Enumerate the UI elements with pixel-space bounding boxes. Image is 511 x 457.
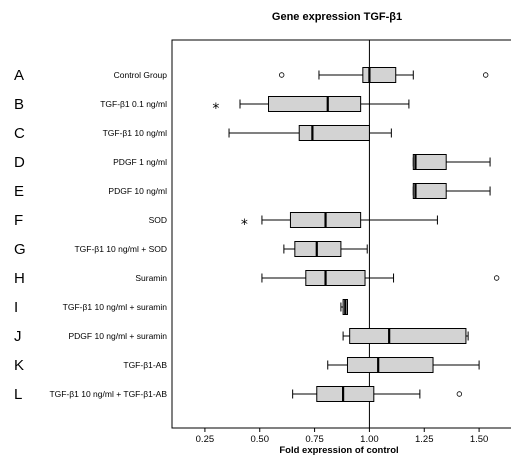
chart-title: Gene expression TGF-β1 [272,11,402,23]
iqr-box [362,67,397,83]
iqr-box [316,386,375,402]
iqr-box [349,328,467,344]
row-label: Control Group [114,70,168,80]
row-label: TGF-β1 10 ng/ml + suramin [63,302,168,312]
box-row: L TGF-β1 10 ng/ml + TGF-β1-AB [14,386,463,403]
row-letter: C [14,125,25,142]
row-letter: G [14,241,26,258]
box-row: F SOD * [14,212,438,233]
x-axis: 0.25 0.50 0.75 1.00 1.25 1.50 [196,428,489,445]
row-letter: E [14,183,24,200]
row-letter: K [14,357,24,374]
iqr-box [305,270,366,286]
row-letter: A [14,67,24,84]
outlier-point [278,72,285,78]
box-row: J PDGF 10 ng/ml + suramin [14,328,469,345]
iqr-box [346,357,434,373]
box-rows: A Control Group B TGF-β1 0.1 ng/ml * C TGF-β1 … [14,67,500,403]
x-tick-label: 0.25 [196,434,215,445]
box-row: C TGF-β1 10 ng/ml [14,125,392,142]
x-tick-label: 1.00 [360,434,379,445]
outlier-point [482,72,489,78]
outlier-point [456,391,463,397]
box-row: G TGF-β1 10 ng/ml + SOD [14,241,368,258]
iqr-box [298,125,370,141]
iqr-box [412,183,447,199]
x-tick-label: 1.50 [470,434,489,445]
row-label: TGF-β1 10 ng/ml + TGF-β1-AB [49,389,167,399]
outlier-point [493,275,500,281]
row-letter: B [14,96,24,113]
row-letter: H [14,270,25,287]
row-label: PDGF 10 ng/ml [108,186,167,196]
extreme-point: * [241,217,248,233]
x-tick-label: 0.75 [305,434,324,445]
row-label: PDGF 10 ng/ml + suramin [69,331,168,341]
box-row: K TGF-β1-AB [14,357,480,374]
x-axis-title: Fold expression of control [279,445,398,456]
row-letter: F [14,212,23,229]
row-label: TGF-β1 0.1 ng/ml [100,99,167,109]
box-row: D PDGF 1 ng/ml [14,154,491,171]
row-label: TGF-β1 10 ng/ml [103,128,168,138]
x-tick-label: 0.50 [250,434,269,445]
row-label: SOD [149,215,167,225]
row-label: PDGF 1 ng/ml [113,157,167,167]
extreme-point: * [212,101,219,117]
box-row: I TGF-β1 10 ng/ml + suramin [14,299,348,316]
row-label: Suramin [135,273,167,283]
row-label: TGF-β1 10 ng/ml + SOD [74,244,167,254]
row-label: TGF-β1-AB [123,360,167,370]
row-letter: I [14,299,18,316]
box-row: E PDGF 10 ng/ml [14,183,491,200]
box-row: H Suramin [14,270,500,287]
row-letter: D [14,154,25,171]
row-letter: L [14,386,22,403]
box-row: A Control Group [14,67,489,84]
x-tick-label: 1.25 [415,434,434,445]
iqr-box [268,96,362,112]
row-letter: J [14,328,22,345]
iqr-box [412,154,447,170]
box-row: B TGF-β1 0.1 ng/ml * [14,96,410,117]
